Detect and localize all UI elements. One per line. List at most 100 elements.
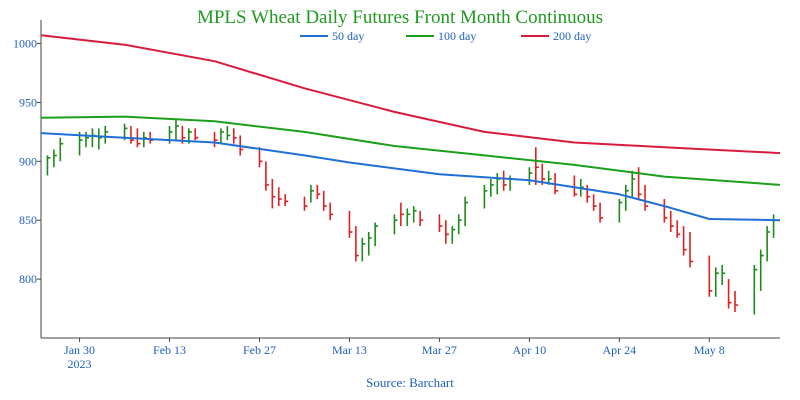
- ohlc-bar: [682, 226, 687, 256]
- ohlc-bar: [509, 175, 514, 191]
- ohlc-bar: [130, 126, 134, 144]
- ohlc-bar: [618, 199, 623, 223]
- ohlc-bar: [599, 202, 604, 223]
- ohlc-bar: [393, 214, 398, 235]
- ohlc-bar: [226, 126, 231, 141]
- ohlc-bar: [496, 173, 501, 195]
- x-tick-label: Apr 24: [603, 343, 637, 357]
- moving-average-lines: [40, 34, 781, 222]
- y-tick-label: 950: [19, 95, 37, 109]
- ohlc-bar: [374, 222, 379, 247]
- ohlc-bar: [303, 196, 308, 211]
- ohlc-bar: [361, 237, 366, 262]
- ohlc-bar: [149, 131, 154, 144]
- ohlc-bar: [734, 290, 739, 313]
- ohlc-bar: [406, 208, 411, 227]
- ohlc-bar: [708, 255, 713, 297]
- ohlc-bar: [265, 161, 269, 191]
- ohlc-bar: [714, 267, 719, 297]
- ohlc-bar: [310, 184, 314, 203]
- ohlc-bar: [759, 249, 764, 291]
- ohlc-bar: [445, 220, 449, 244]
- ohlc-bar: [451, 226, 456, 244]
- ohlc-bar: [689, 232, 694, 268]
- ohlc-bar: [85, 131, 89, 148]
- x-tick-label: Mar 27: [422, 343, 457, 357]
- ohlc-bar: [727, 279, 732, 309]
- ohlc-bar: [316, 184, 321, 200]
- ohlc-bar: [322, 190, 327, 211]
- x-tick-label: Jan 30: [64, 343, 95, 357]
- ohlc-bar: [502, 170, 507, 191]
- ohlc-bar: [355, 226, 359, 262]
- ohlc-bar: [284, 194, 289, 207]
- ohlc-bar: [721, 264, 726, 285]
- ohlc-bar: [400, 202, 404, 227]
- ohlc-bar: [412, 206, 417, 223]
- y-tick-label: 1000: [13, 37, 37, 51]
- ohlc-bar: [663, 199, 668, 223]
- y-ticks: 800 850 900 950 1000: [13, 37, 41, 286]
- legend-label: 50 day: [332, 29, 364, 43]
- ohlc-bar: [631, 170, 636, 197]
- x-tick-label: Apr 10: [513, 343, 547, 357]
- ohlc-bar: [535, 147, 539, 185]
- y-tick-label: 800: [19, 272, 37, 286]
- series-line-200-day: [40, 34, 781, 155]
- series-line-50-day: [40, 132, 781, 222]
- ohlc-bar: [98, 128, 102, 150]
- ohlc-bar: [220, 128, 224, 144]
- ohlc-bar: [573, 175, 578, 197]
- ohlc-bar: [175, 120, 179, 141]
- ohlc-bar: [438, 214, 443, 232]
- ohlc-bar: [528, 167, 533, 185]
- ohlc-bar: [644, 184, 649, 211]
- ohlc-bar: [419, 210, 424, 227]
- ohlc-bar: [586, 184, 591, 203]
- ohlc-bar: [213, 131, 218, 148]
- ohlc-bar: [46, 155, 51, 176]
- ohlc-bar: [457, 214, 462, 235]
- ohlc-bar: [592, 194, 597, 211]
- ohlc-bar: [104, 126, 109, 144]
- ohlc-bar: [490, 179, 494, 197]
- ohlc-bar: [329, 202, 334, 221]
- ohlc-bar: [271, 179, 276, 209]
- ohlc-bar: [232, 128, 237, 144]
- ohlc-bars: [46, 120, 777, 315]
- y-tick-label: 850: [19, 213, 37, 227]
- ohlc-bar: [367, 232, 372, 256]
- legend-label: 100 day: [438, 29, 476, 43]
- legend-label: 200 day: [553, 29, 591, 43]
- ohlc-bar: [348, 210, 353, 238]
- ohlc-bar: [766, 226, 771, 262]
- chart-source: Source: Barchart: [366, 375, 454, 390]
- x-tick-label: May 8: [694, 343, 725, 357]
- x-tick-label: Feb 13: [153, 343, 186, 357]
- ohlc-bar: [483, 184, 488, 209]
- ohlc-bar: [772, 214, 777, 238]
- ohlc-bar: [53, 149, 57, 168]
- ohlc-bar: [258, 147, 263, 168]
- series-line-100-day: [40, 115, 781, 186]
- y-tick-label: 900: [19, 154, 37, 168]
- x-tick-label: Mar 13: [332, 343, 367, 357]
- ohlc-bar: [59, 137, 64, 162]
- ohlc-bar: [669, 210, 674, 232]
- ohlc-bar: [624, 184, 629, 211]
- ohlc-bar: [194, 128, 199, 141]
- ohlc-bar: [676, 220, 681, 238]
- x-tick-sublabel: 2023: [68, 357, 92, 371]
- ohlc-bar: [464, 196, 469, 227]
- chart-title: MPLS Wheat Daily Futures Front Month Con…: [197, 7, 603, 28]
- x-tick-label: Feb 27: [243, 343, 276, 357]
- ohlc-bar: [277, 187, 282, 207]
- ohlc-bar: [753, 264, 758, 315]
- ohlc-bar: [637, 167, 642, 200]
- legend: 50 day 100 day 200 day: [300, 29, 591, 43]
- ohlc-bar: [91, 128, 96, 148]
